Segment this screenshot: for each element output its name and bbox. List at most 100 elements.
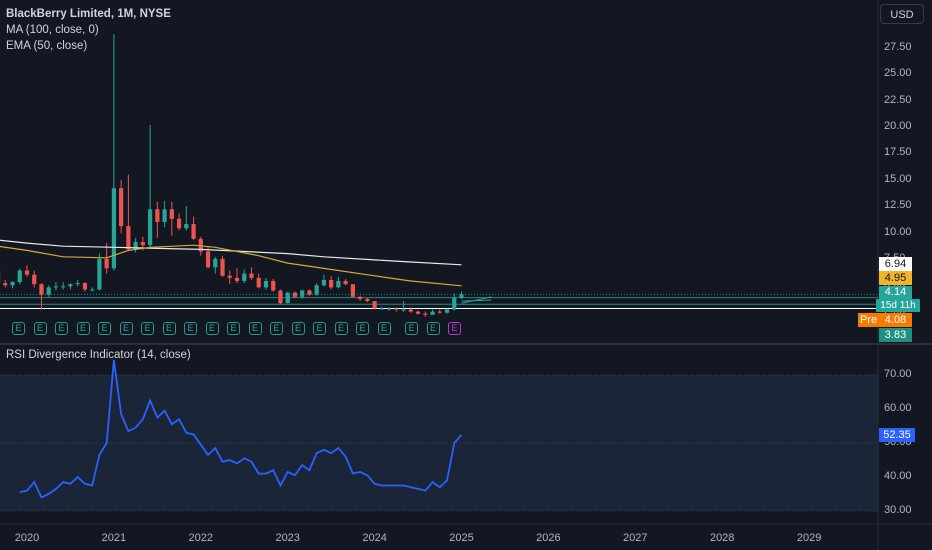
countdown-label: 15d 11h [876,299,920,312]
earnings-icon[interactable]: E [162,322,176,335]
price-tick-label: 20.00 [884,120,912,132]
candle-body [155,209,160,222]
ma-legend-label[interactable]: MA (100, close, 0) [6,24,99,36]
price-tick-label: 22.50 [884,93,912,106]
earnings-icon[interactable]: E [426,322,440,335]
candle-body [365,298,370,302]
symbol-title[interactable]: BlackBerry Limited, 1M, NYSE [6,8,171,20]
time-tick-label: 2028 [709,532,735,544]
rsi-tick-label: 60.00 [884,402,912,414]
ma-line [0,239,462,266]
time-tick-label: 2024 [362,532,387,544]
candle-body [394,308,399,310]
candle-body [227,275,232,278]
candle-body [198,238,203,252]
indicator-legend: BlackBerry Limited, 1M, NYSE MA (100, cl… [6,6,171,54]
candle-body [300,290,305,297]
candle-body [104,258,109,269]
earnings-icon[interactable]: E [270,322,283,335]
price-tick-label: 27.50 [884,40,912,53]
candle-body [176,218,182,229]
time-tick-label: 2022 [188,532,214,544]
earnings-icon[interactable]: E [248,322,262,335]
candle-body [17,270,22,283]
candle-body [242,273,247,282]
ma-value-badge: 6.94 [879,257,912,271]
candle-body [10,282,15,286]
last-price-value: 4.14 [884,286,907,298]
candle-body [430,311,435,315]
price-tick-label: 25.00 [884,67,912,80]
candle-body [415,311,421,314]
candle-body [336,281,341,288]
candle-body [263,281,269,288]
candle-body [32,274,37,285]
candle-body [68,284,73,287]
last-price-badge: 4.14 15d 11h [876,286,920,312]
candle-body [307,290,312,295]
candle-body [75,283,80,285]
price-tick-label: 17.50 [884,146,912,159]
candle-body [314,285,319,295]
time-tick-label: 2020 [14,532,40,544]
earnings-icon[interactable]: E [33,322,47,335]
candle-body [401,309,406,311]
candle-body [39,284,44,295]
candle-body [46,287,51,295]
upcoming-earnings-icon[interactable]: E [448,322,461,335]
earnings-icon[interactable]: E [12,322,25,335]
candle-body [169,209,174,219]
low-value-badge: 3.83 [879,328,912,342]
candle-body [379,308,384,310]
projection-line [461,299,492,302]
earnings-icon[interactable]: E [119,322,133,335]
pre-market-price-badge: 4.08 [879,313,912,327]
candle-body [82,283,88,290]
rsi-panel-title[interactable]: RSI Divergence Indicator (14, close) [6,349,191,361]
candle-body [321,279,327,286]
candle-body [119,188,124,227]
currency-button[interactable]: USD [880,4,924,24]
earnings-icon[interactable]: E [377,322,391,335]
time-tick-label: 2025 [449,532,474,544]
earnings-icon[interactable]: E [405,322,418,335]
candle-body [220,258,225,276]
earnings-icon[interactable]: E [356,322,369,335]
candle-body [126,226,131,250]
earnings-icon[interactable]: E [205,322,219,335]
pre-market-label: Pre [858,313,879,327]
candle-body [234,277,240,282]
candle-body [133,241,138,250]
candle-body [459,294,464,298]
projection-line [461,296,492,304]
candle-body [437,311,442,313]
earnings-icon[interactable]: E [76,322,90,335]
candle-body [90,289,95,291]
ema-legend-label[interactable]: EMA (50, close) [6,40,88,52]
time-tick-label: 2026 [536,532,561,544]
price-tick-label: 15.00 [884,172,912,185]
ema-value-badge: 4.95 [879,271,912,285]
candle-body [386,308,392,310]
candle-body [205,251,211,268]
earnings-icon[interactable]: E [227,322,240,335]
time-tick-label: 2027 [623,532,648,544]
candle-body [444,309,450,313]
rsi-tick-label: 30.00 [884,504,912,516]
rsi-tick-label: 40.00 [884,470,912,482]
time-tick-label: 2021 [101,532,127,544]
earnings-icon[interactable]: E [313,322,326,335]
candle-body [256,277,261,288]
candle-body [423,313,428,315]
earnings-icon[interactable]: E [98,322,111,335]
candle-body [249,273,254,278]
earnings-icon[interactable]: E [184,322,197,335]
candle-body [350,284,355,297]
earnings-icon[interactable]: E [291,322,305,335]
earnings-icon[interactable]: E [141,322,154,335]
time-tick-label: 2023 [275,532,300,544]
earnings-icon[interactable]: E [334,322,348,335]
time-tick-label: 2029 [796,532,822,544]
earnings-icon[interactable]: E [55,322,68,335]
